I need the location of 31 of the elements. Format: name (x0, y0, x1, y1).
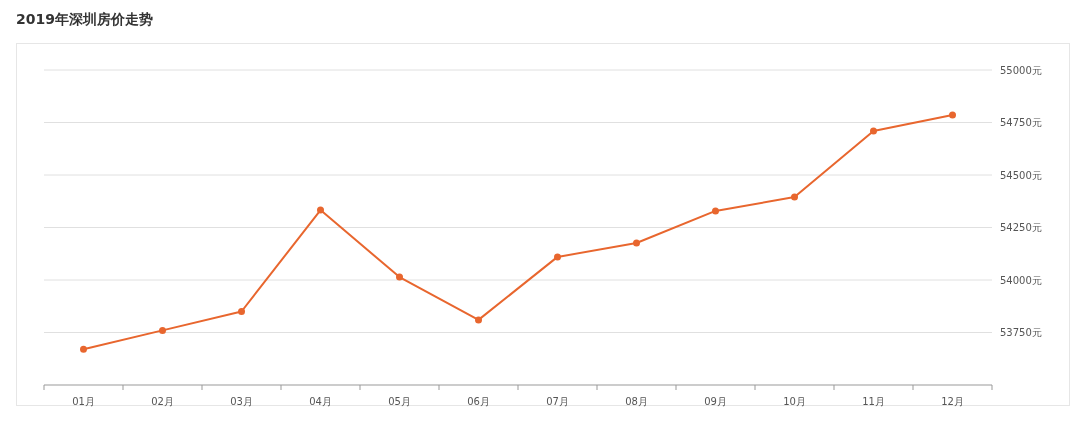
x-tick-label: 03月 (230, 396, 253, 407)
x-tick-label: 12月 (941, 396, 964, 407)
y-tick-label: 53750元 (1000, 327, 1042, 338)
x-tick-label: 02月 (151, 396, 174, 407)
point (870, 127, 877, 135)
x-tick-label: 08月 (625, 396, 648, 407)
point (317, 206, 324, 214)
point (633, 239, 640, 247)
y-tick-label: 54250元 (1000, 222, 1042, 233)
x-tick-label: 09月 (704, 396, 727, 407)
y-tick-label: 54750元 (1000, 117, 1042, 128)
y-tick-label: 54500元 (1000, 169, 1042, 181)
point (949, 111, 956, 119)
chart-title: 2019年深圳房价走势 (16, 11, 153, 27)
point (791, 193, 798, 201)
point (396, 273, 403, 281)
y-tick-label: 55000元 (1000, 64, 1042, 76)
point (712, 207, 719, 215)
x-tick-label: 05月 (388, 396, 411, 407)
x-tick-label: 10月 (783, 396, 806, 407)
x-tick-label: 04月 (309, 396, 332, 407)
x-tick-label: 07月 (546, 396, 569, 407)
x-tick-label: 01月 (72, 396, 95, 407)
point (80, 345, 87, 353)
x-tick-label: 11月 (862, 396, 885, 407)
y-tick-label: 54000元 (1000, 274, 1042, 286)
point (554, 253, 561, 261)
x-tick-label: 06月 (467, 396, 490, 407)
point (159, 326, 166, 334)
point (475, 316, 482, 324)
point (238, 308, 245, 315)
